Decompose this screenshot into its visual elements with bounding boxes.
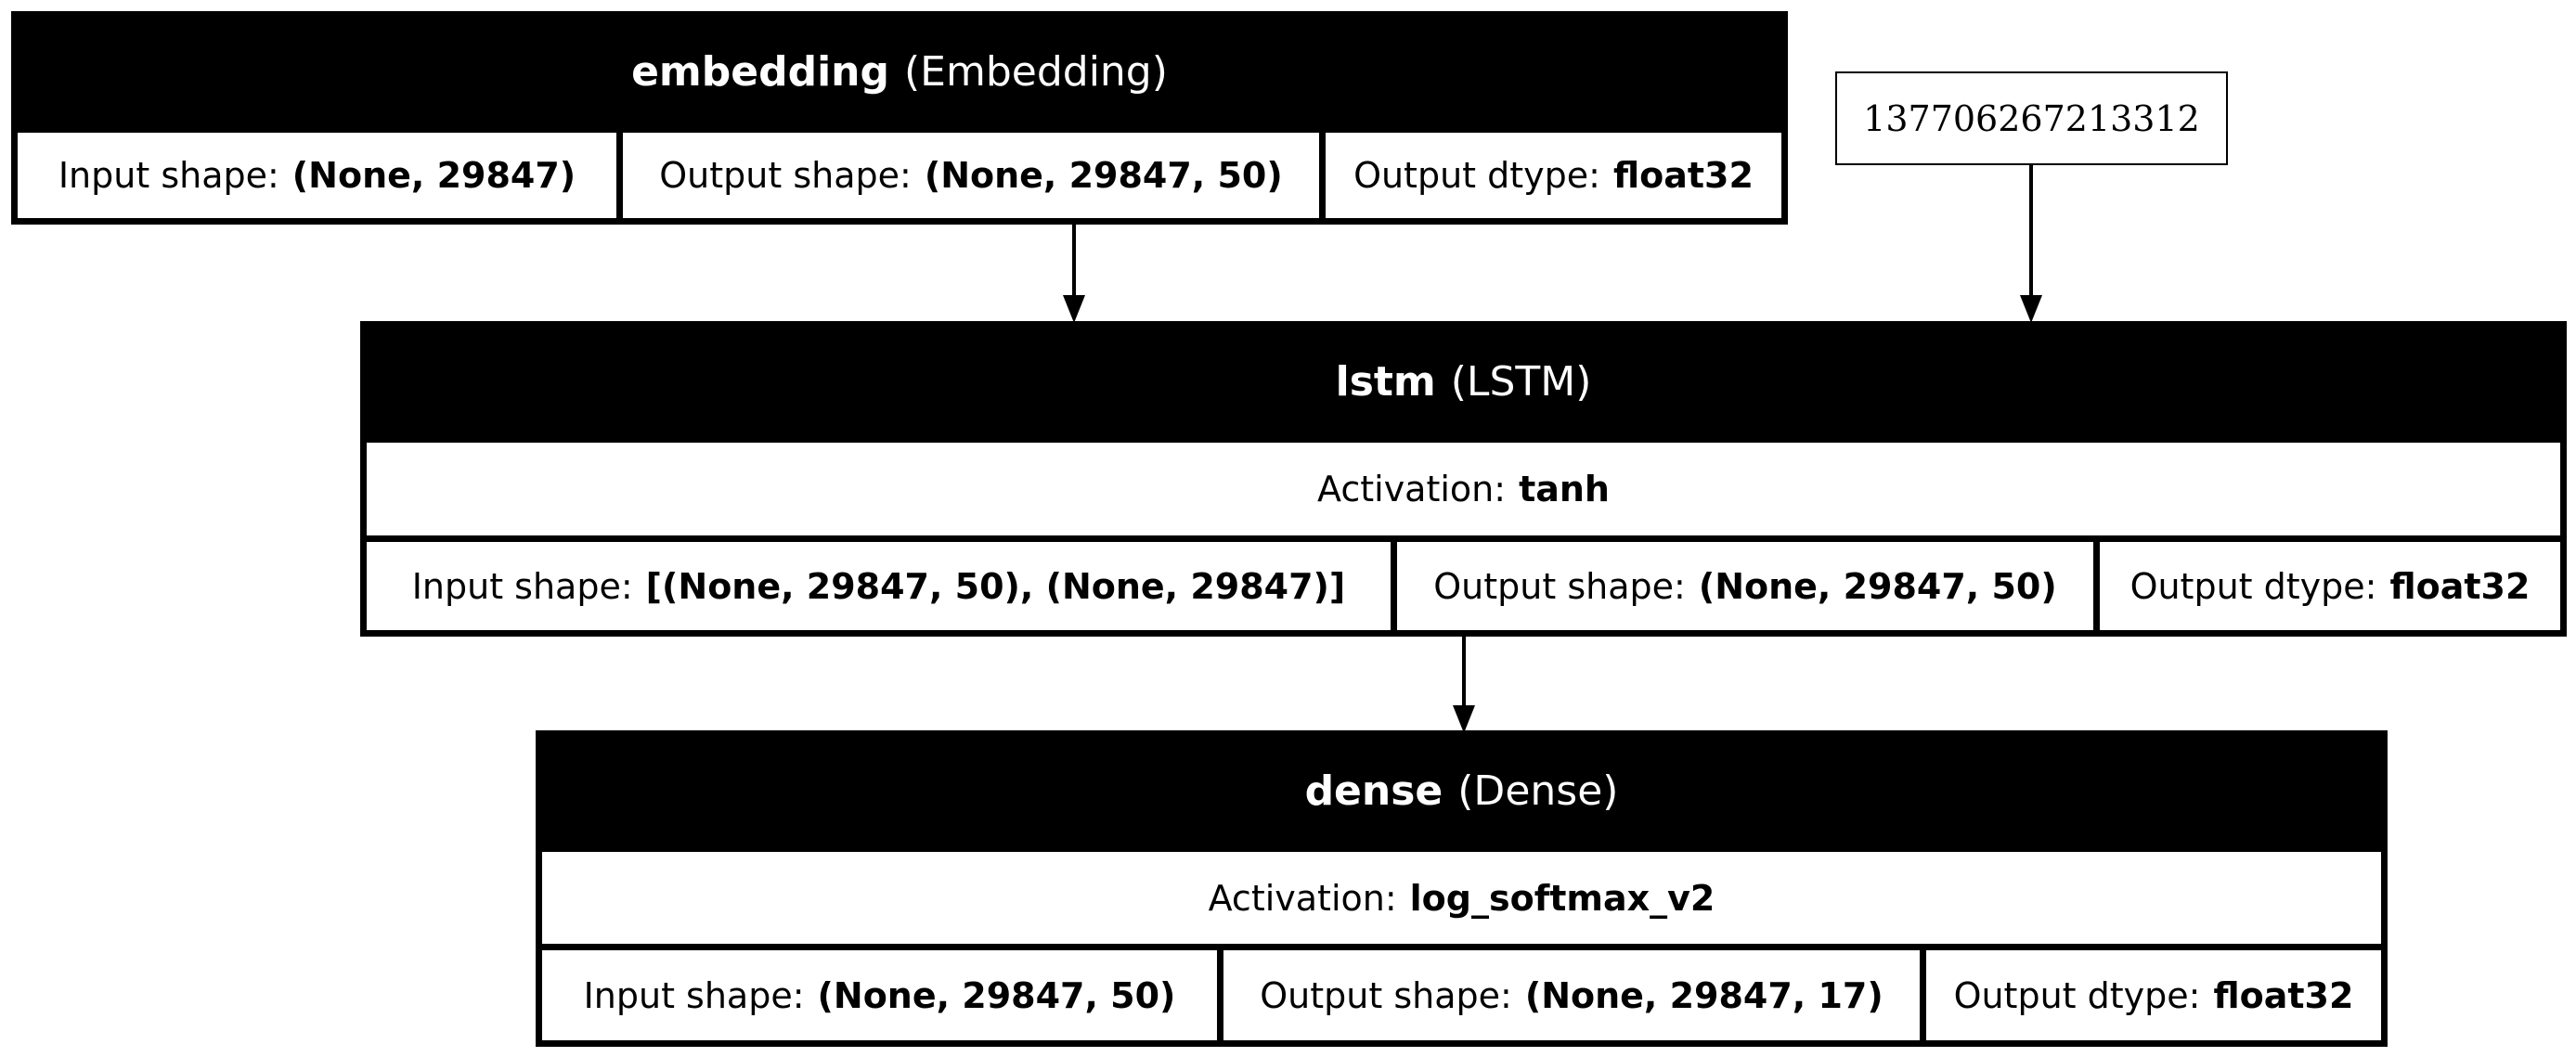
input-shape-label: Input shape: xyxy=(411,565,633,607)
activation-value: tanh xyxy=(1519,469,1610,509)
layer-header: lstm (LSTM) xyxy=(367,328,2560,436)
layer-type: (LSTM) xyxy=(1450,358,1592,406)
layer-header: embedding (Embedding) xyxy=(18,18,1781,126)
activation-label: Activation: xyxy=(1208,877,1397,919)
output-shape-value: (None, 29847, 50) xyxy=(924,155,1283,196)
output-shape-value: (None, 29847, 17) xyxy=(1524,974,1883,1016)
input-shape-cell: Input shape: [(None, 29847, 50), (None, … xyxy=(367,542,1391,630)
layer-type: (Embedding) xyxy=(904,48,1168,96)
output-dtype-value: float32 xyxy=(2389,565,2531,607)
layer-name: lstm xyxy=(1335,358,1436,406)
activation-label: Activation: xyxy=(1317,469,1507,509)
layer-name: dense xyxy=(1304,767,1443,815)
layer-embedding: embedding (Embedding) Input shape: (None… xyxy=(11,11,1788,225)
output-dtype-cell: Output dtype: float32 xyxy=(2093,542,2560,630)
input-node: 137706267213312 xyxy=(1835,71,2228,165)
layer-name: embedding xyxy=(631,48,889,96)
output-shape-label: Output shape: xyxy=(1433,565,1686,607)
output-shape-cell: Output shape: (None, 29847, 50) xyxy=(616,133,1319,218)
input-shape-value: [(None, 29847, 50), (None, 29847)] xyxy=(645,565,1346,607)
input-shape-value: (None, 29847, 50) xyxy=(817,974,1176,1016)
layer-dense: dense (Dense) Activation: log_softmax_v2… xyxy=(536,730,2388,1047)
layer-type: (Dense) xyxy=(1457,767,1619,815)
output-dtype-label: Output dtype: xyxy=(1353,155,1600,196)
output-dtype-label: Output dtype: xyxy=(1953,974,2201,1016)
output-shape-cell: Output shape: (None, 29847, 50) xyxy=(1391,542,2093,630)
input-shape-label: Input shape: xyxy=(58,155,279,196)
activation-cell: Activation: tanh xyxy=(367,443,2560,535)
layer-lstm: lstm (LSTM) Activation: tanh Input shape… xyxy=(360,321,2567,637)
output-dtype-value: float32 xyxy=(2213,974,2354,1016)
input-shape-label: Input shape: xyxy=(583,974,805,1016)
activation-cell: Activation: log_softmax_v2 xyxy=(542,852,2381,944)
input-shape-cell: Input shape: (None, 29847, 50) xyxy=(542,950,1217,1040)
input-shape-cell: Input shape: (None, 29847) xyxy=(18,133,616,218)
output-dtype-cell: Output dtype: float32 xyxy=(1319,133,1781,218)
output-shape-label: Output shape: xyxy=(659,155,912,196)
arrow-lstm-to-dense xyxy=(1453,634,1475,733)
output-shape-label: Output shape: xyxy=(1260,974,1512,1016)
output-shape-cell: Output shape: (None, 29847, 17) xyxy=(1217,950,1920,1040)
output-dtype-value: float32 xyxy=(1612,155,1754,196)
output-dtype-label: Output dtype: xyxy=(2129,565,2377,607)
layer-header: dense (Dense) xyxy=(542,737,2381,845)
output-shape-value: (None, 29847, 50) xyxy=(1698,565,2057,607)
input-shape-value: (None, 29847) xyxy=(291,155,576,196)
arrow-embedding-to-lstm xyxy=(1063,223,1085,323)
input-node-label: 137706267213312 xyxy=(1863,97,2200,139)
activation-value: log_softmax_v2 xyxy=(1409,877,1715,919)
arrow-input-to-lstm xyxy=(2020,165,2042,323)
output-dtype-cell: Output dtype: float32 xyxy=(1920,950,2381,1040)
